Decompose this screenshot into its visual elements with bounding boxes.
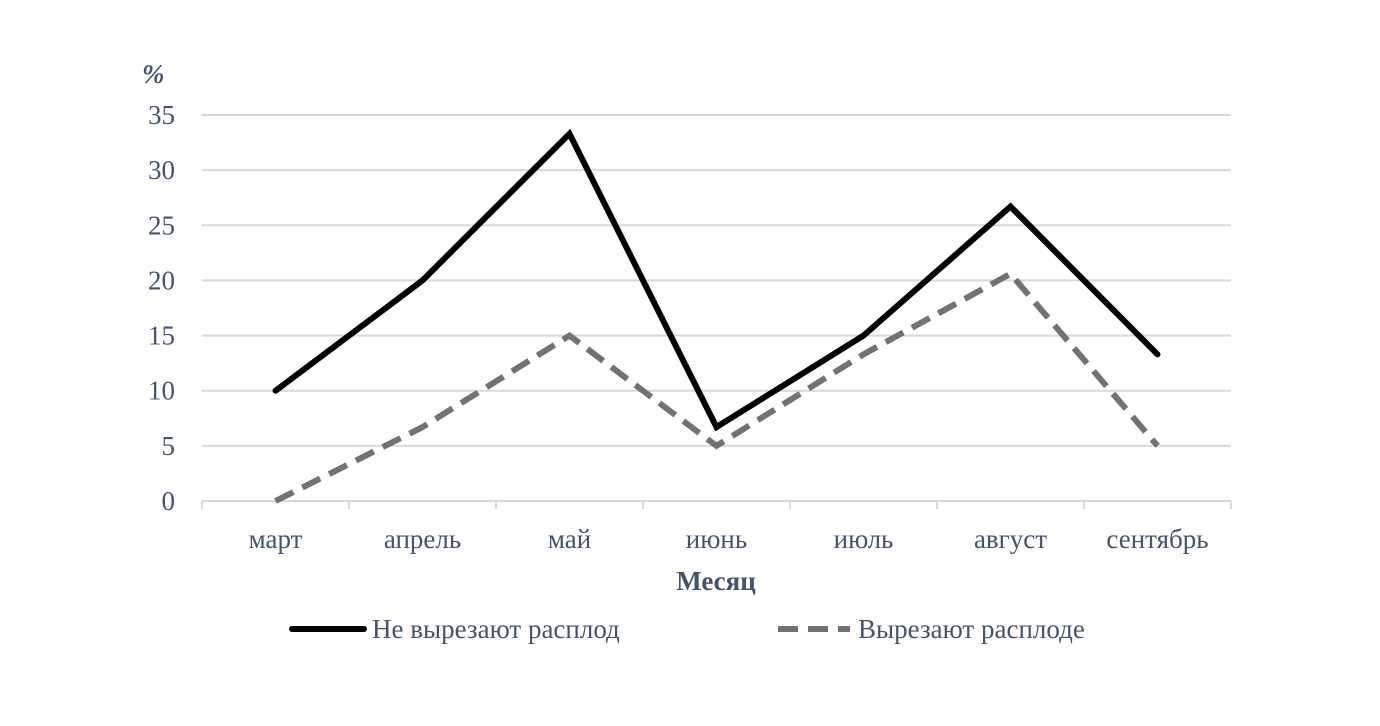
- x-axis-ticks: март апрель май июнь июль август сентябрь: [249, 524, 1209, 554]
- series-line-2: [274, 270, 1160, 504]
- legend-label: Вырезают расплоде: [858, 614, 1085, 644]
- x-tick-label: март: [249, 524, 303, 554]
- x-axis-title: Месяц: [676, 566, 756, 596]
- y-axis-unit-label: %: [142, 59, 165, 89]
- x-tick-label: сентябрь: [1106, 524, 1208, 554]
- y-tick-label: 0: [162, 486, 176, 516]
- legend: Не вырезают расплод Вырезают расплоде: [289, 614, 1085, 644]
- y-tick-label: 5: [162, 431, 176, 461]
- x-tick-label: август: [974, 524, 1047, 554]
- gridlines: [202, 114, 1231, 447]
- x-tick-label: июнь: [686, 524, 747, 554]
- x-tick-label: май: [548, 524, 591, 554]
- y-axis-ticks: 0 5 10 15 20 25 30 35: [148, 100, 175, 516]
- y-tick-label: 20: [148, 265, 175, 295]
- y-tick-label: 25: [148, 210, 175, 240]
- x-tick-label: апрель: [384, 524, 461, 554]
- x-axis: [201, 500, 1232, 509]
- y-tick-label: 35: [148, 100, 175, 130]
- y-tick-label: 10: [148, 376, 175, 406]
- x-tick-label: июль: [834, 524, 894, 554]
- series-lines: [272, 128, 1161, 504]
- y-tick-label: 15: [148, 321, 175, 351]
- y-tick-label: 30: [148, 155, 175, 185]
- legend-label: Не вырезают расплод: [372, 614, 620, 644]
